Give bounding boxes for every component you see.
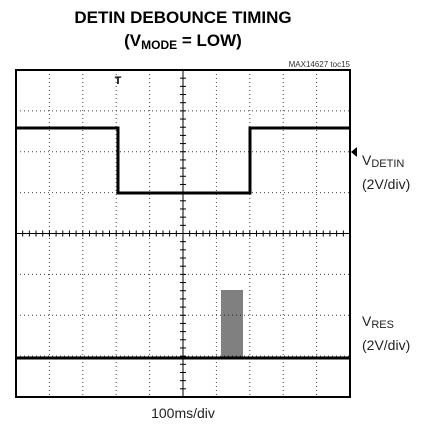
res-trace [17, 290, 349, 360]
detin-trace [17, 126, 349, 195]
trigger-marker: T [115, 75, 122, 87]
title: DETIN DEBOUNCE TIMING [74, 8, 291, 27]
channel-marker [351, 147, 357, 157]
channel-label-sub: DETIN [371, 158, 404, 170]
subtitle-sub: MODE [141, 38, 177, 52]
channel-label-v: V [362, 152, 372, 168]
subtitle-part: = LOW) [177, 31, 242, 50]
channel-scale: (2V/div) [362, 176, 410, 192]
channel-label-sub: RES [371, 319, 394, 331]
figure-id: MAX14627 toc15 [289, 60, 351, 69]
channel-label: VRES [362, 313, 394, 331]
channel-scale: (2V/div) [362, 337, 410, 353]
timebase: 100ms/div [151, 405, 215, 421]
screen-border [15, 69, 351, 398]
graticule [16, 70, 350, 397]
subtitle-part: (V [124, 31, 142, 50]
channel-label: VDETIN [362, 152, 404, 170]
subtitle: (VMODE = LOW) [124, 31, 242, 52]
channel-label-v: V [362, 313, 372, 329]
